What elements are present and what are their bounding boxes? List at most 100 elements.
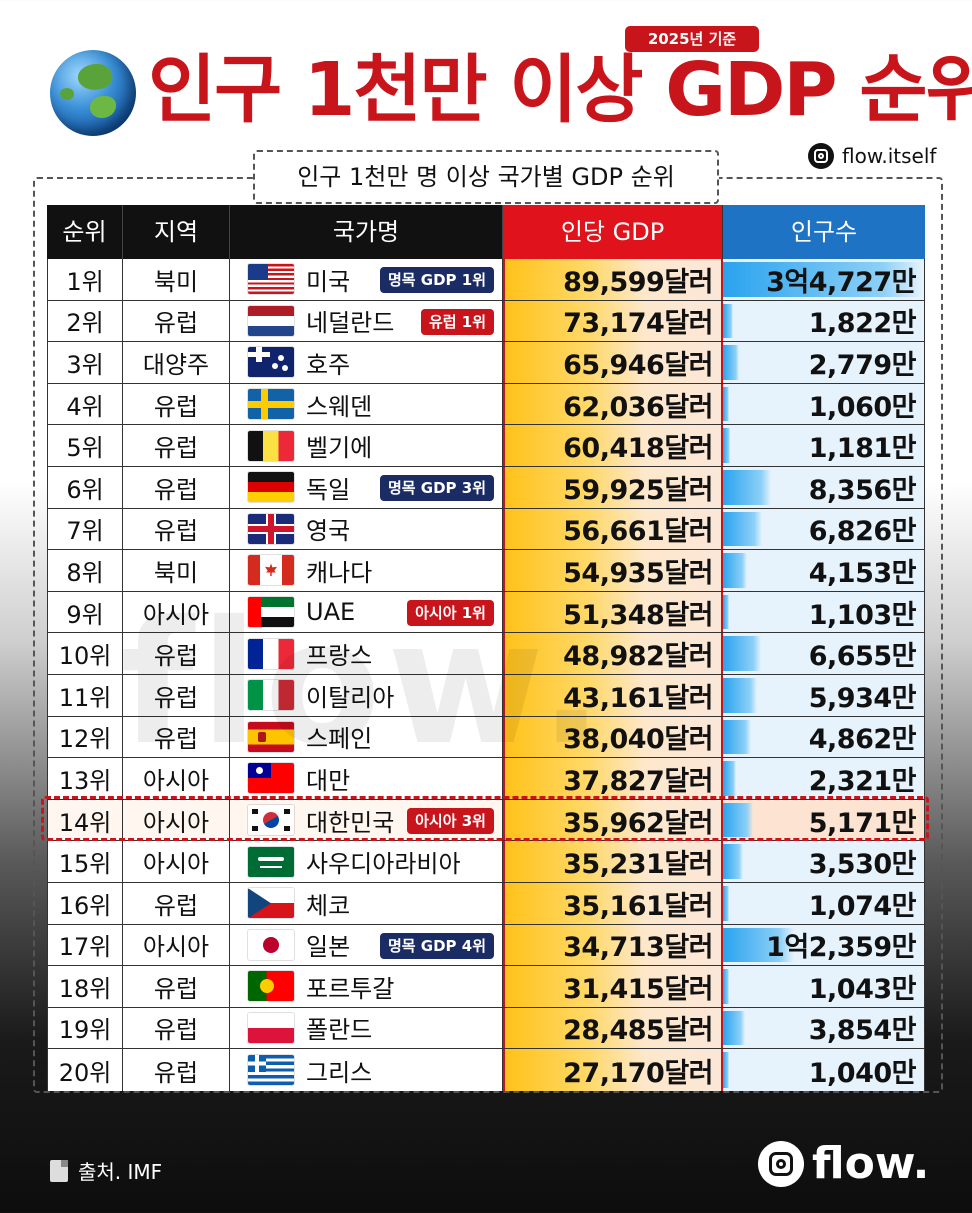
rank-cell: 1위	[47, 259, 123, 300]
table-body: 1위 북미 미국 명목 GDP 1위 89,599달러 3억4,727만 2위 유럽 네덜란드 유…	[47, 259, 925, 1091]
population-cell: 6,826만	[723, 508, 925, 550]
table-subtitle: 인구 1천만 명 이상 국가별 GDP 순위	[253, 150, 719, 204]
country-name: 스페인	[306, 725, 373, 754]
country-name: 네덜란드	[306, 309, 395, 338]
country-name: UAE	[306, 598, 356, 627]
rank-cell: 10위	[47, 633, 123, 674]
country-cell: 독일 명목 GDP 3위	[230, 466, 503, 508]
brand-logo: flow.	[758, 1138, 929, 1189]
table-row: 18위 유럽 포르투갈 31,415달러 1,043만	[47, 966, 925, 1008]
gdp-cell: 43,161달러	[503, 674, 723, 716]
country-name: 사우디아라비아	[306, 850, 461, 879]
brand-label: flow.	[812, 1138, 930, 1189]
gdp-cell: 54,935달러	[503, 550, 723, 591]
instagram-icon	[758, 1140, 804, 1187]
es-flag-icon	[248, 721, 294, 752]
country-cell: 호주	[230, 342, 503, 383]
population-cell: 1,822만	[723, 300, 925, 342]
rank-cell: 4위	[47, 383, 123, 425]
population-value: 1,822만	[808, 308, 917, 340]
table-row: 2위 유럽 네덜란드 유럽 1위 73,174달러 1,822만	[47, 300, 925, 343]
population-value: 1,181만	[808, 433, 917, 465]
tw-flag-icon	[248, 763, 294, 794]
population-bar	[723, 1010, 746, 1046]
country-cell: 캐나다	[230, 550, 503, 591]
population-cell: 2,779만	[723, 342, 925, 383]
rank-cell: 16위	[47, 882, 123, 924]
gdp-cell: 62,036달러	[503, 383, 723, 425]
country-name: 포르투갈	[306, 974, 395, 1003]
population-value: 6,826만	[808, 516, 917, 548]
source-label: 출처. IMF	[78, 1160, 163, 1184]
population-cell: 2,321만	[723, 758, 925, 799]
gdp-cell: 65,946달러	[503, 342, 723, 383]
population-bar	[723, 761, 737, 796]
table-header: 순위 지역 국가명 인당 GDP 인구수	[47, 205, 925, 259]
country-cell: 프랑스	[230, 633, 503, 674]
gdp-cell: 89,599달러	[503, 259, 723, 300]
table-row: 10위 유럽 프랑스 48,982달러 6,655만	[47, 633, 925, 675]
rank-cell: 6위	[47, 466, 123, 508]
table-row: 1위 북미 미국 명목 GDP 1위 89,599달러 3억4,727만	[47, 259, 925, 301]
region-cell: 대양주	[123, 342, 230, 383]
table-row: 14위 아시아 대한민국 아시아 3위 35,962달러 5,171만	[47, 799, 925, 842]
population-value: 1,074만	[808, 890, 917, 922]
country-name: 호주	[306, 350, 351, 379]
region-cell: 아시아	[123, 924, 230, 966]
population-cell: 5,934만	[723, 674, 925, 716]
population-bar	[723, 844, 744, 879]
population-value: 1,060만	[808, 391, 917, 423]
population-bar	[723, 511, 763, 547]
population-value: 4,153만	[808, 557, 917, 589]
table-row: 16위 유럽 체코 35,161달러 1,074만	[47, 882, 925, 925]
population-bar	[723, 386, 730, 422]
rank-cell: 18위	[47, 966, 123, 1007]
population-bar	[723, 303, 734, 339]
gdp-cell: 38,040달러	[503, 716, 723, 758]
country-name: 캐나다	[306, 558, 373, 587]
rank-cell: 17위	[47, 924, 123, 966]
instagram-icon	[808, 143, 834, 169]
rank-cell: 14위	[47, 799, 123, 841]
population-bar	[723, 719, 751, 755]
table-row: 20위 유럽 그리스 27,170달러 1,040만	[47, 1049, 925, 1091]
population-cell: 1억2,359만	[723, 924, 925, 966]
table-row: 8위 북미 캐나다 54,935달러 4,153만	[47, 550, 925, 592]
country-cell: 영국	[230, 508, 503, 550]
be-flag-icon	[248, 430, 294, 461]
rank-cell: 7위	[47, 508, 123, 550]
population-bar	[723, 1052, 729, 1088]
population-value: 8,356만	[808, 474, 917, 506]
population-cell: 1,040만	[723, 1049, 925, 1091]
cz-flag-icon	[248, 888, 294, 919]
population-value: 1,040만	[808, 1057, 917, 1089]
instagram-handle[interactable]: flow.itself	[808, 141, 936, 171]
region-cell: 유럽	[123, 425, 230, 466]
population-bar	[723, 594, 730, 630]
gdp-cell: 31,415달러	[503, 966, 723, 1007]
population-bar	[723, 262, 923, 297]
gdp-cell: 35,161달러	[503, 882, 723, 924]
table-row: 7위 유럽 영국 56,661달러 6,826만	[47, 508, 925, 551]
country-name: 영국	[306, 517, 351, 546]
population-cell: 1,181만	[723, 425, 925, 466]
region-cell: 북미	[123, 259, 230, 300]
country-cell: 일본 명목 GDP 4위	[230, 924, 503, 966]
ca-flag-icon	[248, 555, 294, 586]
rank-cell: 9위	[47, 591, 123, 633]
gdp-cell: 56,661달러	[503, 508, 723, 550]
header-rank: 순위	[47, 205, 123, 259]
rank-tag: 유럽 1위	[420, 308, 494, 335]
region-cell: 아시아	[123, 591, 230, 633]
country-cell: 그리스	[230, 1049, 503, 1091]
table-row: 5위 유럽 벨기에 60,418달러 1,181만	[47, 425, 925, 467]
pl-flag-icon	[248, 1012, 294, 1043]
country-name: 미국	[306, 267, 351, 296]
country-cell: 벨기에	[230, 425, 503, 466]
country-cell: 폴란드	[230, 1007, 503, 1049]
population-value: 1,103만	[808, 599, 917, 631]
country-cell: 대한민국 아시아 3위	[230, 799, 503, 841]
gb-flag-icon	[248, 513, 294, 544]
basis-badge: 2025년 기준	[625, 26, 759, 52]
region-cell: 북미	[123, 550, 230, 591]
